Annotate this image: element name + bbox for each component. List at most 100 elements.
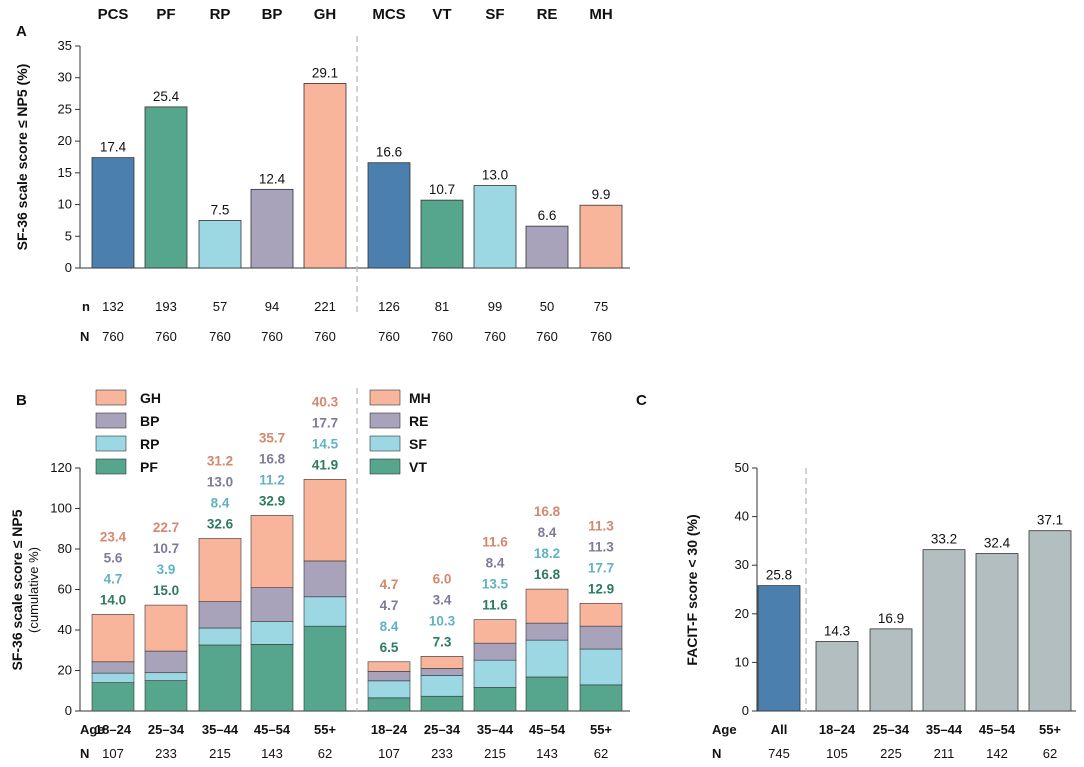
stacked-segment-b bbox=[198, 644, 242, 712]
bar-value-label-a: 25.4 bbox=[153, 89, 180, 104]
y-tick-label-b: 120 bbox=[50, 460, 72, 475]
segment-value-label-b: 4.7 bbox=[380, 598, 399, 613]
stacked-segment-b bbox=[303, 625, 347, 712]
n-value-a: 132 bbox=[102, 299, 124, 314]
legend-swatch-b bbox=[369, 389, 401, 406]
y-tick-label-a: 25 bbox=[58, 101, 72, 116]
segment-value-label-b: 17.7 bbox=[312, 415, 338, 430]
y-axis-title-c: FACIT-F score < 30 (%) bbox=[684, 514, 700, 665]
y-tick-label-a: 20 bbox=[58, 133, 72, 148]
stacked-segment-b bbox=[367, 671, 411, 682]
y-tick-label-b: 80 bbox=[58, 541, 72, 556]
bar-value-label-a: 10.7 bbox=[429, 182, 455, 197]
bar-value-label-a: 6.6 bbox=[538, 208, 557, 223]
N-value-a: 760 bbox=[314, 329, 336, 344]
stacked-segment-b bbox=[525, 622, 569, 641]
n-row-label-a: n bbox=[82, 299, 90, 314]
segment-value-label-b: 17.7 bbox=[588, 560, 614, 575]
bar-value-label-a: 12.4 bbox=[259, 171, 286, 186]
N-value-c: 62 bbox=[1043, 746, 1057, 761]
stacked-segment-b bbox=[525, 588, 569, 624]
stacked-segment-b bbox=[420, 695, 464, 712]
bar-a bbox=[303, 83, 347, 269]
legend-label-b: SF bbox=[409, 436, 427, 452]
N-row-label-b: N bbox=[80, 746, 89, 761]
bar-value-label-a: 9.9 bbox=[592, 187, 611, 202]
y-tick-label-b: 100 bbox=[50, 501, 72, 516]
segment-value-label-b: 11.3 bbox=[588, 539, 614, 554]
bar-a bbox=[198, 220, 242, 269]
legend-swatch-b bbox=[95, 435, 127, 452]
segment-value-label-b: 5.6 bbox=[104, 550, 123, 565]
legend-swatch-b bbox=[95, 389, 127, 406]
N-value-a: 760 bbox=[431, 329, 453, 344]
bar-value-label-a: 7.5 bbox=[211, 202, 230, 217]
stacked-segment-b bbox=[144, 680, 188, 712]
stacked-segment-b bbox=[367, 680, 411, 699]
legend-swatch-b bbox=[95, 458, 127, 475]
panel-label-b: B bbox=[16, 392, 27, 409]
bar-c bbox=[757, 585, 801, 712]
N-value-c: 105 bbox=[826, 746, 848, 761]
bar-value-label-c: 25.8 bbox=[766, 568, 792, 583]
n-value-a: 75 bbox=[594, 299, 608, 314]
segment-value-label-b: 16.8 bbox=[534, 504, 561, 519]
legend-swatch-b bbox=[369, 435, 401, 452]
segment-value-label-b: 23.4 bbox=[100, 529, 127, 544]
stacked-segment-b bbox=[144, 650, 188, 674]
y-tick-label-a: 5 bbox=[65, 228, 72, 243]
n-value-a: 99 bbox=[488, 299, 502, 314]
segment-value-label-b: 8.4 bbox=[538, 525, 557, 540]
segment-value-label-b: 11.3 bbox=[588, 518, 614, 533]
bar-value-label-c: 14.3 bbox=[824, 624, 850, 639]
N-value-c: 142 bbox=[986, 746, 1008, 761]
category-label-a: MCS bbox=[372, 6, 405, 23]
segment-value-label-b: 16.8 bbox=[534, 567, 561, 582]
segment-value-label-b: 4.7 bbox=[380, 577, 399, 592]
segment-value-label-b: 40.3 bbox=[312, 394, 339, 409]
age-category-c: 55+ bbox=[1039, 722, 1061, 737]
N-value-c: 745 bbox=[768, 746, 790, 761]
bar-a bbox=[250, 188, 294, 269]
legend-label-b: GH bbox=[140, 390, 161, 406]
segment-value-label-b: 22.7 bbox=[153, 520, 179, 535]
stacked-segment-b bbox=[91, 682, 135, 712]
N-value-b: 143 bbox=[261, 746, 283, 761]
N-value-a: 760 bbox=[378, 329, 400, 344]
bar-c bbox=[815, 641, 859, 712]
n-value-a: 221 bbox=[314, 299, 336, 314]
stacked-segment-b bbox=[198, 601, 242, 629]
segment-value-label-b: 6.0 bbox=[433, 571, 452, 586]
legend-label-b: RP bbox=[140, 436, 159, 452]
stacked-segment-b bbox=[91, 672, 135, 683]
stacked-segment-b bbox=[579, 648, 623, 686]
y-tick-label-a: 10 bbox=[58, 197, 72, 212]
age-category-c: 45–54 bbox=[979, 722, 1016, 737]
N-value-b: 107 bbox=[102, 746, 124, 761]
stacked-segment-b bbox=[473, 619, 517, 644]
y-tick-label-c: 20 bbox=[735, 606, 749, 621]
bar-a bbox=[144, 106, 188, 269]
segment-value-label-b: 10.7 bbox=[153, 541, 179, 556]
N-value-a: 760 bbox=[155, 329, 177, 344]
stacked-segment-b bbox=[303, 596, 347, 627]
bar-a bbox=[525, 225, 569, 269]
bar-a bbox=[91, 157, 135, 269]
legend-label-b: VT bbox=[409, 459, 427, 475]
stacked-segment-b bbox=[303, 560, 347, 598]
y-tick-label-b: 0 bbox=[65, 703, 72, 718]
bar-a bbox=[579, 204, 623, 269]
bar-c bbox=[922, 549, 966, 712]
stacked-segment-b bbox=[250, 515, 294, 588]
segment-value-label-b: 8.4 bbox=[486, 556, 505, 571]
category-label-a: BP bbox=[262, 6, 283, 23]
stacked-segment-b bbox=[579, 602, 623, 627]
age-row-label-c: Age bbox=[712, 722, 737, 737]
stacked-segment-b bbox=[473, 659, 517, 688]
bar-value-label-a: 16.6 bbox=[376, 145, 402, 160]
segment-value-label-b: 8.4 bbox=[380, 619, 399, 634]
segment-value-label-b: 32.9 bbox=[259, 493, 285, 508]
age-category-c: All bbox=[771, 722, 788, 737]
segment-value-label-b: 16.8 bbox=[259, 451, 286, 466]
